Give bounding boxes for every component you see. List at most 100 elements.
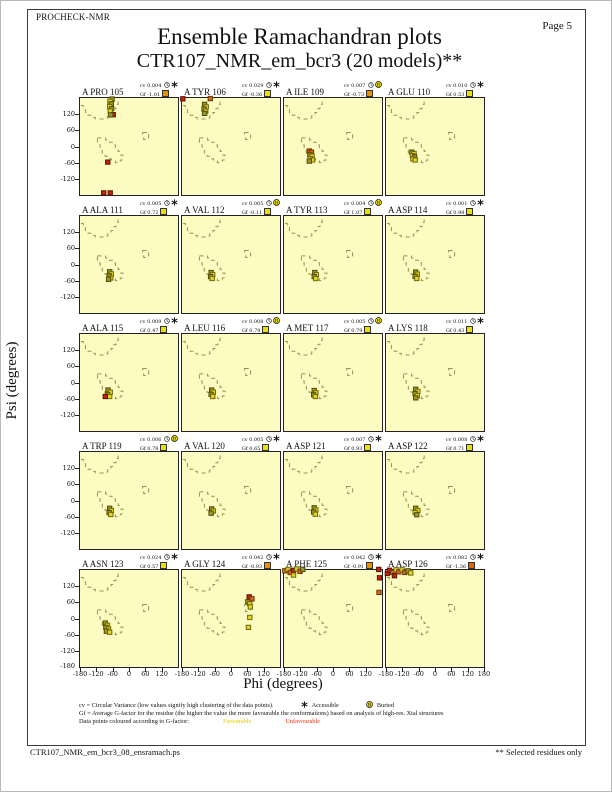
beta-region-outline: [183, 219, 222, 237]
axis-tick: [75, 366, 79, 368]
ramachandran-plot: [385, 569, 485, 668]
cv-dial-icon: [266, 318, 272, 324]
x-tick-label: -60: [209, 670, 220, 678]
axis-tick: [75, 634, 79, 636]
data-point: [307, 159, 311, 163]
subplot-a-ile-109: A ILE 109 cv 0.007 B Gf -0.73: [283, 80, 385, 198]
alpha-region-outline: [403, 138, 429, 163]
subplot-a-ala-115: A ALA 115 cv 0.009 Gf 0.47: [79, 316, 181, 434]
residue-stats: cv 0.004 B Gf 1.07: [344, 199, 382, 217]
cv-value: cv 0.029: [242, 81, 280, 90]
residue-label: A GLU 110: [388, 87, 431, 97]
y-tick-label: 60: [66, 362, 75, 371]
y-tick-label: 0: [70, 496, 75, 505]
gf-value: Gf 1.07: [344, 208, 382, 217]
footer-filename: CTR107_NMR_em_bcr3_08_ensramach.ps: [30, 747, 180, 757]
alphaL-region-outline: [449, 250, 455, 257]
residue-label: A ASP 114: [388, 205, 428, 215]
x-tick-label: 0: [432, 670, 438, 678]
residue-label: A TYR 113: [286, 205, 328, 215]
data-point: [377, 567, 381, 571]
buried-icon: B: [273, 199, 280, 206]
accessible-icon: [171, 81, 178, 88]
beta-region-outline: [81, 101, 120, 119]
gf-value: Gf -0.11: [242, 208, 280, 217]
x-axis-title: Phi (degrees): [243, 676, 323, 692]
gf-value: Gf 0.79: [242, 326, 280, 335]
page-title: Ensemble Ramachandran plots: [157, 24, 442, 49]
data-point: [413, 396, 417, 400]
svg-text:B: B: [377, 318, 381, 324]
subplot-a-leu-116: A LEU 116 cv 0.008 B Gf 0.79: [181, 316, 283, 434]
residue-stats: cv 0.001 Gf 0.98: [446, 199, 484, 217]
gf-colour-swatch: [466, 90, 474, 97]
x-tick-label: -180: [72, 670, 88, 678]
y-tick-label: 60: [66, 126, 75, 135]
accessible-icon: [477, 553, 484, 560]
accessible-icon: [301, 701, 308, 708]
cv-dial-icon: [470, 82, 476, 88]
axis-tick: [161, 668, 163, 672]
gf-value: Gf 0.65: [242, 444, 280, 453]
beta-region-outline: [81, 573, 120, 591]
alpha-region-outline: [301, 492, 327, 517]
y-tick-label: 0: [70, 614, 75, 623]
cv-dial-icon: [368, 554, 374, 560]
data-point: [103, 394, 107, 398]
svg-text:B: B: [275, 200, 279, 206]
beta-region-outline: [81, 219, 120, 237]
axis-tick: [80, 668, 81, 672]
residue-label: A LEU 116: [184, 323, 226, 333]
gf-value: Gf -0.73: [344, 90, 382, 99]
data-point: [377, 590, 381, 594]
alphaL-region-outline: [449, 486, 455, 493]
axis-tick: [75, 248, 79, 250]
axis-tick: [214, 668, 216, 672]
cv-dial-icon: [266, 82, 272, 88]
axis-tick: [75, 650, 79, 652]
cv-dial-icon: [164, 82, 170, 88]
axis-tick: [145, 668, 147, 672]
gf-colour-swatch: [364, 326, 372, 333]
gf-colour-swatch: [161, 90, 169, 97]
residue-stats: cv 0.029 Gf -0.36: [242, 81, 280, 99]
axis-tick: [75, 484, 79, 486]
axis-tick: [231, 668, 232, 672]
svg-text:B: B: [368, 702, 372, 708]
subplot-a-phe-125: A PHE 125 cv 0.042 Gf -0.91: [283, 552, 385, 670]
residue-label: A ALA 111: [82, 205, 123, 215]
axis-tick: [75, 500, 79, 502]
axis-tick: [300, 668, 302, 672]
subplot-a-ala-111: A ALA 111 cv 0.005 Gf 0.72: [79, 198, 181, 316]
residue-stats: cv 0.024 Gf 0.57: [140, 553, 178, 571]
subplot-a-gly-124: A GLY 124 cv 0.042 Gf -0.93: [181, 552, 283, 670]
x-tick-label: -120: [191, 670, 206, 678]
cv-value: cv 0.004: [140, 81, 178, 90]
data-point: [209, 511, 213, 515]
cv-value: cv 0.008 B: [241, 317, 280, 325]
beta-region-outline: [387, 455, 426, 473]
data-point: [181, 97, 185, 101]
axis-tick: [75, 264, 79, 266]
y-tick-label: -60: [64, 512, 75, 521]
axis-tick: [451, 668, 453, 672]
y-tick-label: -120: [60, 410, 75, 419]
alpha-region-outline: [199, 492, 225, 517]
residue-label: A PHE 125: [286, 559, 328, 569]
y-tick-label: -60: [64, 630, 75, 639]
axis-tick: [198, 668, 200, 672]
data-point: [107, 394, 111, 398]
axis-tick: [333, 668, 334, 672]
data-point: [107, 630, 111, 634]
data-point: [409, 571, 413, 575]
y-axis-title: Psi (degrees): [4, 341, 20, 420]
page-subtitle: CTR107_NMR_em_bcr3 (20 models)**: [136, 50, 463, 72]
alphaL-region-outline: [347, 604, 353, 611]
ramachandran-plot: [181, 333, 281, 432]
cv-value: cv 0.005 B: [343, 317, 382, 325]
alphaL-region-outline: [449, 132, 455, 139]
axis-tick: [75, 162, 79, 164]
axis-tick: [75, 350, 79, 352]
x-tick-label: 60: [447, 670, 456, 678]
y-tick-label: 120: [62, 346, 75, 355]
